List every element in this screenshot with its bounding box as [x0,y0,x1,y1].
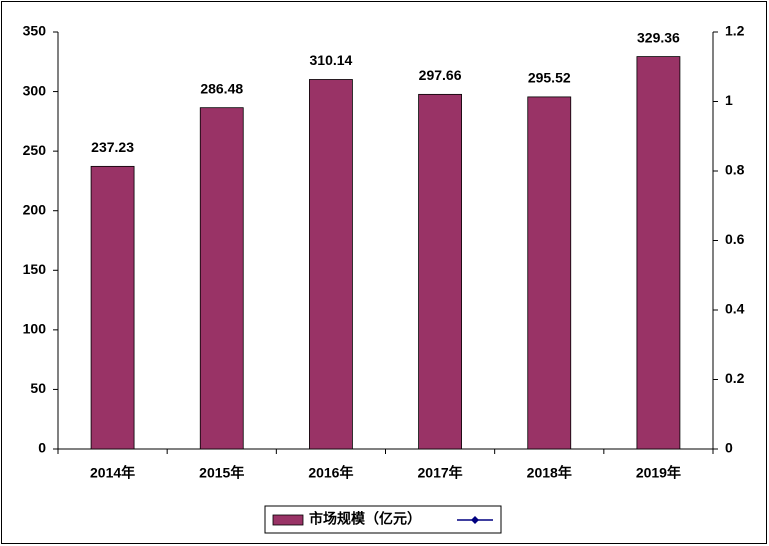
legend-box [264,505,502,534]
bar [90,165,135,450]
y-tick-label: 300 [23,82,47,98]
y-tick-label: 100 [23,321,47,337]
x-tick-label: 2016年 [308,465,353,481]
y-tick-label: 200 [23,201,47,217]
x-tick-label: 2018年 [527,465,572,481]
y2-tick-label: 0 [725,440,733,456]
x-tick-label: 2017年 [418,465,463,481]
x-tick-label: 2019年 [636,465,681,481]
y-tick-label: 150 [23,261,47,277]
y2-tick-label: 0.4 [725,301,745,317]
x-tick-label: 2015年 [199,465,244,481]
legend-swatch [272,514,304,526]
value-label: 297.66 [419,67,462,83]
x-tick-label: 2014年 [90,465,135,481]
legend-label: 市场规模（亿元） [309,511,421,527]
value-label: 310.14 [310,52,353,68]
y-tick-label: 250 [23,142,47,158]
bar [309,79,353,450]
y-tick-label: 350 [23,23,47,39]
value-label: 286.48 [200,80,243,96]
y2-tick-label: 1.2 [725,23,745,39]
value-label: 329.36 [637,29,680,45]
legend-marker [471,516,479,524]
y2-tick-label: 0.8 [725,162,745,178]
y2-tick-label: 0.6 [725,231,745,247]
bar [199,107,244,450]
y2-tick-label: 0.2 [725,370,745,386]
bar [636,56,681,450]
bar [418,93,462,450]
bar [527,96,572,450]
y2-tick-label: 1 [725,92,733,108]
value-label: 237.23 [91,139,134,155]
value-label: 295.52 [528,70,571,86]
y-tick-label: 50 [30,380,46,396]
y-tick-label: 0 [38,440,46,456]
